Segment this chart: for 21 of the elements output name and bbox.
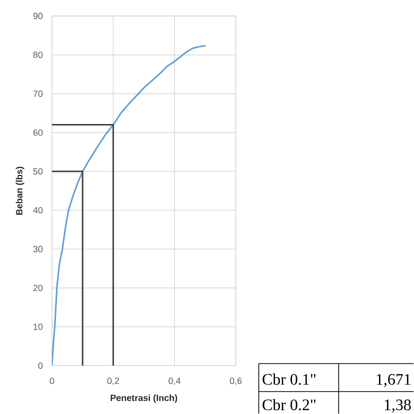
x-tick-label: 0,2 — [107, 378, 120, 386]
y-tick-label: 10 — [34, 324, 43, 330]
text: 1,671 — [376, 374, 410, 388]
text: 1,38 — [384, 399, 411, 413]
y-tick-label: 90 — [33, 12, 43, 20]
y-tick-label: 60 — [33, 129, 43, 136]
x-tick-label: 0 — [50, 378, 54, 384]
text: Cbr 0.1" — [262, 374, 316, 385]
y-tick-label: 70 — [33, 90, 43, 97]
x-tick-label: 0,4 — [168, 378, 180, 386]
y-tick-label: 30 — [33, 246, 43, 252]
y-tick-label: 40 — [33, 207, 43, 214]
x-tick-label: 0,6 — [230, 378, 242, 386]
y-tick-label: 20 — [33, 284, 43, 292]
y-tick-label: 0 — [38, 362, 43, 369]
x-axis-title: Penetrasi (Inch) — [110, 394, 178, 403]
line-series — [52, 45, 206, 366]
text: Cbr 0.2" — [262, 399, 316, 410]
y-tick-label: 50 — [33, 168, 43, 175]
y-tick-label: 80 — [33, 52, 43, 58]
y-axis-title: Beban (lbs) — [16, 166, 24, 215]
